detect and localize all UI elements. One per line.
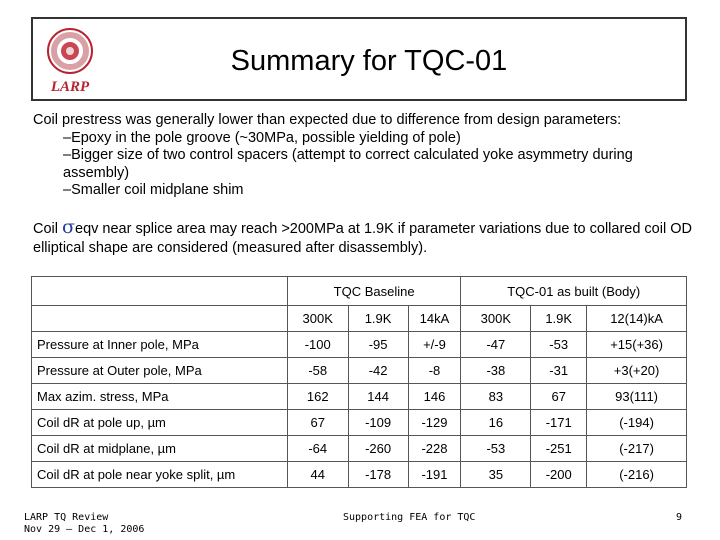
table-cell: 67: [530, 383, 588, 410]
prestress-summary: Coil prestress was generally lower than …: [33, 112, 693, 200]
table-cell: -42: [347, 357, 409, 384]
table-cell: -58: [286, 357, 349, 384]
table-cell: (-194): [586, 409, 687, 436]
row-label: Coil dR at pole near yoke split, µm: [31, 461, 288, 488]
table-cell: -38: [460, 357, 532, 384]
footer-event-dates: Nov 29 – Dec 1, 2006: [24, 524, 145, 535]
prestress-intro: Coil prestress was generally lower than …: [33, 112, 622, 128]
empty-header-cell: [31, 305, 288, 332]
column-header: 12(14)kA: [586, 305, 687, 332]
stress-note-text: eqv near splice area may reach >200MPa a…: [33, 221, 692, 256]
table-cell: 146: [407, 383, 462, 410]
table-cell: -53: [460, 435, 532, 462]
table-cell: -64: [286, 435, 349, 462]
table-cell: -129: [407, 409, 462, 436]
bullet-item: –Bigger size of two control spacers (att…: [63, 147, 633, 181]
table-cell: -171: [530, 409, 588, 436]
table-cell: -178: [347, 461, 409, 488]
table-cell: -95: [347, 331, 409, 358]
stress-note-prefix: Coil: [33, 221, 63, 237]
results-table: TQC Baseline TQC-01 as built (Body) 300K…: [31, 276, 687, 488]
row-label: Max azim. stress, MPa: [31, 383, 288, 410]
row-label: Coil dR at pole up, µm: [31, 409, 288, 436]
table-cell: 16: [460, 409, 532, 436]
title-box: LARP Summary for TQC-01: [31, 17, 687, 101]
table-cell: -191: [407, 461, 462, 488]
table-cell: -53: [530, 331, 588, 358]
empty-header-cell: [31, 276, 288, 306]
column-header: 14kA: [407, 305, 462, 332]
table-row: Pressure at Outer pole, MPa -58 -42 -8 -…: [31, 357, 687, 384]
table-cell: 35: [460, 461, 532, 488]
page-title: Summary for TQC-01: [230, 45, 508, 77]
table-cell: -228: [407, 435, 462, 462]
table-cell: 144: [347, 383, 409, 410]
table-cell: 67: [286, 409, 349, 436]
table-cell: -8: [407, 357, 462, 384]
table-cell: -260: [347, 435, 409, 462]
table-cell: -251: [530, 435, 588, 462]
footer-subject: Supporting FEA for TQC: [343, 512, 476, 523]
table-row: Pressure at Inner pole, MPa -100 -95 +/-…: [31, 331, 687, 358]
row-label: Pressure at Outer pole, MPa: [31, 357, 288, 384]
column-header-row: 300K 1.9K 14kA 300K 1.9K 12(14)kA: [31, 305, 687, 332]
column-header: 300K: [460, 305, 532, 332]
page-number: 9: [676, 512, 683, 523]
table-cell: 162: [286, 383, 349, 410]
column-header: 1.9K: [347, 305, 409, 332]
table-cell: +15(+36): [586, 331, 687, 358]
footer-event: LARP TQ Review Nov 29 – Dec 1, 2006: [24, 512, 144, 536]
logo-text: LARP: [50, 79, 90, 95]
table-cell: +/-9: [407, 331, 462, 358]
table-row: Coil dR at pole near yoke split, µm 44 -…: [31, 461, 687, 488]
bullet-item: –Epoxy in the pole groove (~30MPa, possi…: [63, 129, 461, 146]
table-cell: 93(111): [586, 383, 687, 410]
stress-note: Coil σeqv near splice area may reach >20…: [33, 218, 693, 258]
group-header-as-built: TQC-01 as built (Body): [460, 276, 687, 306]
table-cell: -31: [530, 357, 588, 384]
table-row: Max azim. stress, MPa 162 144 146 83 67 …: [31, 383, 687, 410]
table-cell: 83: [460, 383, 532, 410]
table-cell: -200: [530, 461, 588, 488]
table-cell: -47: [460, 331, 532, 358]
group-header-baseline: TQC Baseline: [286, 276, 462, 306]
table-cell: 44: [286, 461, 349, 488]
bullet-item: –Smaller coil midplane shim: [63, 182, 244, 198]
table-row: Coil dR at pole up, µm 67 -109 -129 16 -…: [31, 409, 687, 436]
table-cell: +3(+20): [586, 357, 687, 384]
larp-logo: LARP: [47, 28, 93, 95]
column-header: 1.9K: [530, 305, 588, 332]
table-cell: -100: [286, 331, 349, 358]
row-label: Coil dR at midplane, µm: [31, 435, 288, 462]
sigma-symbol: σ: [62, 216, 75, 238]
footer-event-name: LARP TQ Review: [24, 512, 109, 523]
row-label: Pressure at Inner pole, MPa: [31, 331, 288, 358]
table-cell: (-217): [586, 435, 687, 462]
column-header: 300K: [286, 305, 349, 332]
table-cell: -109: [347, 409, 409, 436]
group-header-row: TQC Baseline TQC-01 as built (Body): [31, 276, 687, 306]
table-row: Coil dR at midplane, µm -64 -260 -228 -5…: [31, 435, 687, 462]
table-cell: (-216): [586, 461, 687, 488]
